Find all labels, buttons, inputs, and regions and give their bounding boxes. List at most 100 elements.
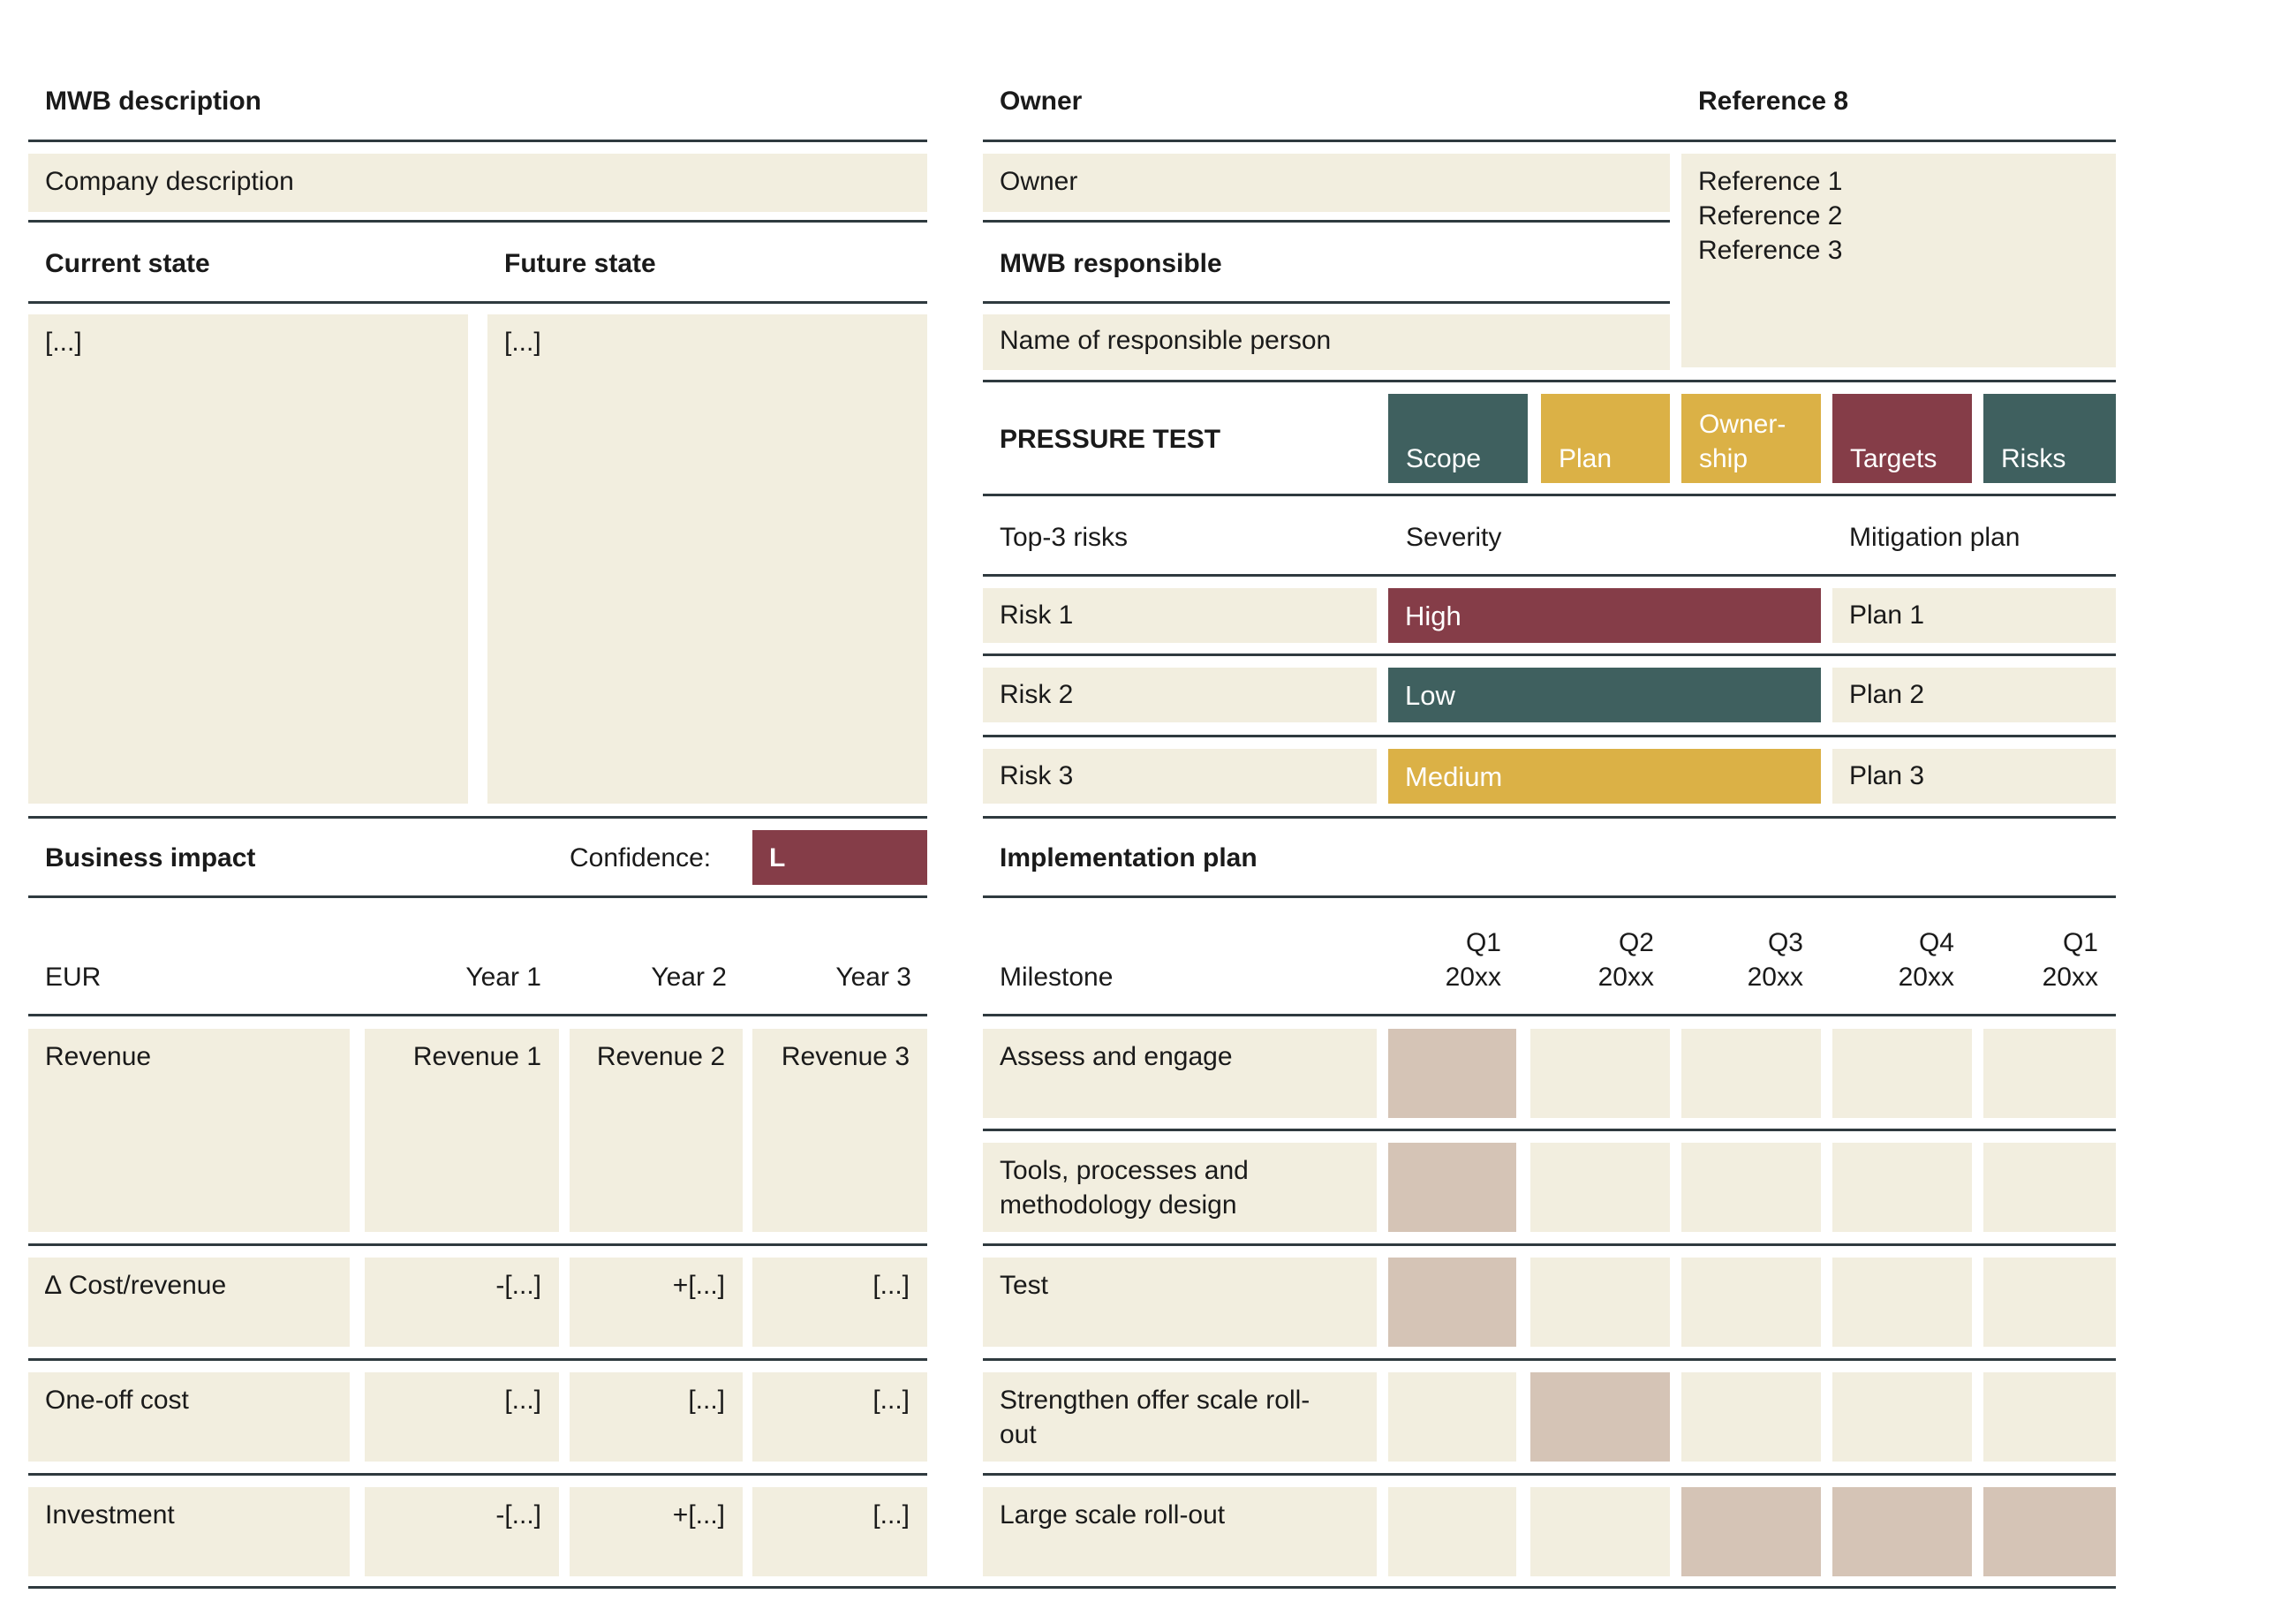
gantt-cell-active[interactable] bbox=[1681, 1487, 1821, 1576]
gantt-cell-active[interactable] bbox=[1388, 1258, 1516, 1347]
mitigation-cell[interactable]: Plan 3 bbox=[1832, 749, 2116, 804]
table-cell[interactable]: +[...] bbox=[570, 1487, 743, 1576]
year-3-header: Year 3 bbox=[835, 963, 911, 992]
gantt-cell[interactable] bbox=[1388, 1372, 1516, 1462]
gantt-cell[interactable] bbox=[1681, 1258, 1821, 1347]
business-impact-heading: Business impact bbox=[45, 843, 256, 872]
gantt-cell[interactable] bbox=[1681, 1372, 1821, 1462]
row-label: Investment bbox=[45, 1500, 175, 1530]
tag-label: Targets bbox=[1850, 444, 1937, 473]
table-cell[interactable]: Revenue 2 bbox=[570, 1029, 743, 1232]
gantt-cell[interactable] bbox=[1983, 1258, 2116, 1347]
gantt-cell[interactable] bbox=[1681, 1029, 1821, 1118]
future-state-text: [...] bbox=[504, 328, 541, 357]
milestone-cell[interactable]: Strengthen offer scale roll- out bbox=[983, 1372, 1377, 1462]
cell-value: Revenue 3 bbox=[781, 1042, 910, 1071]
divider bbox=[28, 1014, 927, 1016]
gantt-cell[interactable] bbox=[1983, 1029, 2116, 1118]
responsible-field[interactable]: Name of responsible person bbox=[983, 314, 1670, 370]
gantt-cell-active[interactable] bbox=[1388, 1029, 1516, 1118]
gantt-cell[interactable] bbox=[1832, 1258, 1972, 1347]
gantt-cell[interactable] bbox=[1530, 1143, 1670, 1232]
severity-bar-high: High bbox=[1388, 588, 1821, 643]
table-cell[interactable]: -[...] bbox=[365, 1258, 559, 1347]
table-cell[interactable]: [...] bbox=[570, 1372, 743, 1462]
cell-value: [...] bbox=[872, 1500, 910, 1530]
gantt-cell[interactable] bbox=[1983, 1372, 2116, 1462]
gantt-cell[interactable] bbox=[1832, 1372, 1972, 1462]
pressure-tag-plan[interactable]: Plan bbox=[1541, 394, 1670, 483]
milestone-cell[interactable]: Assess and engage bbox=[983, 1029, 1377, 1118]
pressure-test-heading: PRESSURE TEST bbox=[1000, 425, 1221, 454]
table-row-label-cell: One-off cost bbox=[28, 1372, 350, 1462]
gantt-cell[interactable] bbox=[1530, 1029, 1670, 1118]
cell-value: +[...] bbox=[672, 1500, 725, 1530]
table-cell[interactable]: [...] bbox=[365, 1372, 559, 1462]
pressure-tag-targets[interactable]: Targets bbox=[1832, 394, 1972, 483]
plan-label: Plan 2 bbox=[1849, 680, 1925, 709]
quarter-header: Q2 20xx bbox=[1597, 928, 1654, 992]
gantt-cell[interactable] bbox=[1681, 1143, 1821, 1232]
quarter-header: Q3 20xx bbox=[1747, 928, 1803, 992]
table-cell[interactable]: -[...] bbox=[365, 1487, 559, 1576]
divider bbox=[983, 574, 2116, 577]
gantt-cell[interactable] bbox=[1530, 1258, 1670, 1347]
divider bbox=[28, 1473, 927, 1476]
table-row-label-cell: Investment bbox=[28, 1487, 350, 1576]
table-cell[interactable]: Revenue 3 bbox=[752, 1029, 927, 1232]
quarter-header: Q4 20xx bbox=[1898, 928, 1954, 992]
gantt-cell-active[interactable] bbox=[1832, 1487, 1972, 1576]
milestone-cell[interactable]: Tools, processes and methodology design bbox=[983, 1143, 1377, 1232]
references-field[interactable]: Reference 1 Reference 2 Reference 3 bbox=[1681, 154, 2116, 367]
risk-cell[interactable]: Risk 1 bbox=[983, 588, 1377, 643]
company-description-field[interactable]: Company description bbox=[28, 154, 927, 212]
future-state-field[interactable]: [...] bbox=[487, 314, 927, 804]
table-cell[interactable]: [...] bbox=[752, 1372, 927, 1462]
gantt-cell[interactable] bbox=[1530, 1487, 1670, 1576]
divider bbox=[28, 220, 927, 223]
divider bbox=[983, 653, 2116, 656]
divider bbox=[983, 220, 1670, 223]
milestone-cell[interactable]: Test bbox=[983, 1258, 1377, 1347]
divider bbox=[983, 816, 2116, 819]
implementation-plan-heading: Implementation plan bbox=[1000, 843, 1258, 872]
current-state-text: [...] bbox=[45, 328, 82, 357]
gantt-cell[interactable] bbox=[1388, 1487, 1516, 1576]
references-text: Reference 1 Reference 2 Reference 3 bbox=[1698, 167, 1843, 265]
gantt-cell-active[interactable] bbox=[1388, 1143, 1516, 1232]
pressure-tag-risks[interactable]: Risks bbox=[1983, 394, 2116, 483]
risk-cell[interactable]: Risk 3 bbox=[983, 749, 1377, 804]
mitigation-cell[interactable]: Plan 1 bbox=[1832, 588, 2116, 643]
milestone-cell[interactable]: Large scale roll-out bbox=[983, 1487, 1377, 1576]
gantt-cell[interactable] bbox=[1832, 1143, 1972, 1232]
top-risks-header: Top-3 risks bbox=[1000, 523, 1129, 552]
severity-label: High bbox=[1405, 600, 1461, 631]
table-cell[interactable]: +[...] bbox=[570, 1258, 743, 1347]
tag-label: Plan bbox=[1559, 444, 1612, 473]
milestone-header: Milestone bbox=[1000, 963, 1114, 992]
owner-text: Owner bbox=[1000, 167, 1078, 196]
mitigation-cell[interactable]: Plan 2 bbox=[1832, 668, 2116, 722]
mwb-description-heading: MWB description bbox=[45, 87, 261, 116]
severity-header: Severity bbox=[1406, 523, 1502, 552]
owner-field[interactable]: Owner bbox=[983, 154, 1670, 212]
current-state-field[interactable]: [...] bbox=[28, 314, 468, 804]
gantt-cell-active[interactable] bbox=[1983, 1487, 2116, 1576]
risk-cell[interactable]: Risk 2 bbox=[983, 668, 1377, 722]
gantt-cell-active[interactable] bbox=[1530, 1372, 1670, 1462]
gantt-cell[interactable] bbox=[1832, 1029, 1972, 1118]
table-cell[interactable]: [...] bbox=[752, 1487, 927, 1576]
divider bbox=[28, 1358, 927, 1361]
gantt-cell[interactable] bbox=[1983, 1143, 2116, 1232]
quarter-header: Q1 20xx bbox=[2042, 928, 2098, 992]
table-cell[interactable]: Revenue 1 bbox=[365, 1029, 559, 1232]
pressure-tag-ownership[interactable]: Owner- ship bbox=[1681, 394, 1821, 483]
cell-value: [...] bbox=[872, 1271, 910, 1300]
table-cell[interactable]: [...] bbox=[752, 1258, 927, 1347]
pressure-tag-scope[interactable]: Scope bbox=[1388, 394, 1528, 483]
cell-value: -[...] bbox=[495, 1271, 541, 1300]
quarter-header: Q1 20xx bbox=[1445, 928, 1501, 992]
mwb-responsible-heading: MWB responsible bbox=[1000, 249, 1222, 278]
milestone-label: Tools, processes and methodology design bbox=[1000, 1156, 1249, 1220]
milestone-label: Assess and engage bbox=[1000, 1042, 1233, 1071]
